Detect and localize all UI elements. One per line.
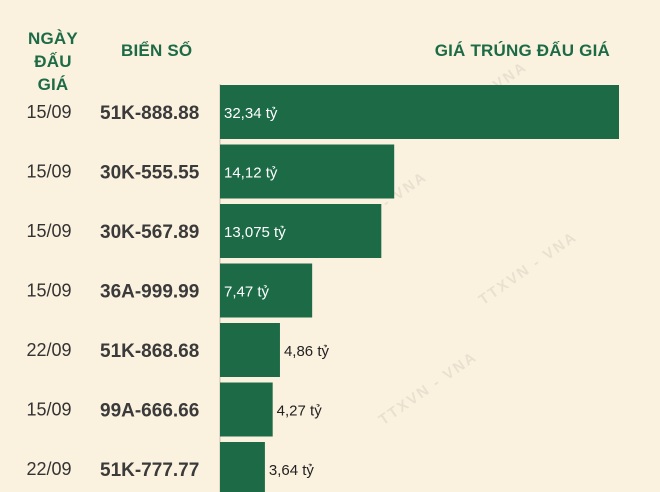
value-label: 7,47 tỷ (224, 284, 270, 301)
date-column-header: NGÀY ĐẤU GIÁ (18, 27, 88, 96)
bar (220, 144, 395, 199)
plate-label: 51K-888.88 (100, 103, 199, 124)
plate-label: 30K-567.89 (100, 222, 199, 243)
bar (220, 263, 313, 318)
date-header-line2: ĐẤU GIÁ (34, 52, 72, 94)
plate-label: 99A-666.66 (100, 401, 199, 422)
date-label: 22/09 (26, 340, 71, 360)
value-label: 4,27 tỷ (277, 403, 323, 420)
bar (220, 204, 382, 258)
bar (220, 323, 280, 377)
date-header-line1: NGÀY (28, 29, 78, 48)
value-label: 14,12 tỷ (224, 165, 278, 182)
date-label: 15/09 (26, 221, 71, 241)
date-label: 22/09 (26, 459, 71, 479)
bar (220, 85, 619, 139)
plate-column-header: BIỂN SỐ (121, 41, 193, 60)
date-label: 15/09 (26, 400, 71, 420)
date-label: 15/09 (26, 281, 71, 301)
value-label: 32,34 tỷ (224, 105, 278, 122)
value-label: 4,86 tỷ (284, 343, 330, 360)
value-label: 13,075 tỷ (224, 224, 286, 241)
bar (220, 382, 273, 437)
plate-label: 36A-999.99 (100, 282, 199, 303)
price-column-header: GIÁ TRÚNG ĐẤU GIÁ (434, 41, 610, 60)
plate-label: 51K-777.77 (100, 460, 199, 481)
plate-label: 30K-555.55 (100, 163, 200, 184)
date-label: 15/09 (26, 162, 71, 182)
bar (220, 442, 265, 492)
plate-label: 51K-868.68 (100, 341, 199, 362)
date-label: 15/09 (26, 102, 71, 122)
value-label: 3,64 tỷ (269, 462, 315, 479)
